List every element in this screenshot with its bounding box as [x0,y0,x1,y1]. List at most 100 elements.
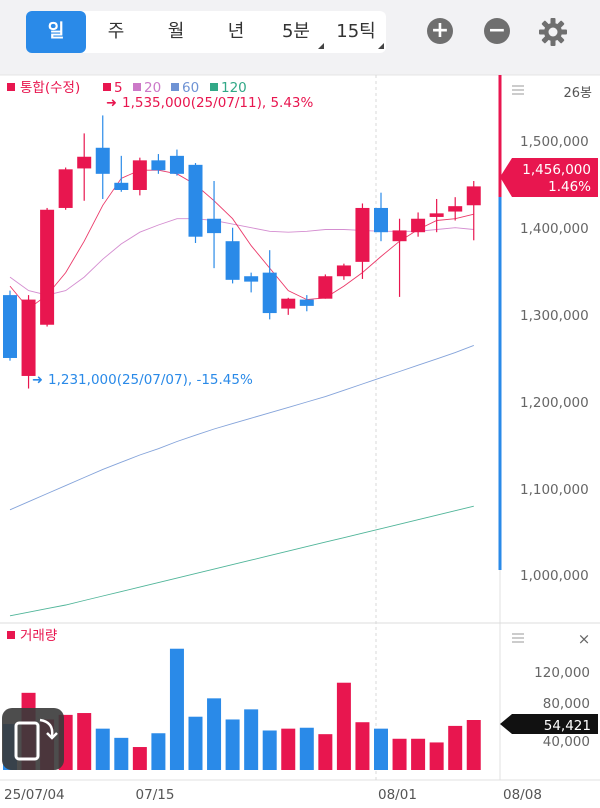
dropdown-caret-icon [318,43,324,49]
candle-body[interactable] [411,218,426,233]
candle-body[interactable] [77,156,92,169]
tab-15tick[interactable]: 15틱 [326,11,386,53]
candle-body[interactable] [58,169,73,208]
high-arrow-icon: ➜ [106,96,117,111]
rotate-screen-button[interactable] [2,708,64,770]
volume-bar[interactable] [77,713,92,770]
volume-bar[interactable] [281,728,296,770]
date-label-0808: 08/08 [503,787,542,803]
candle-body[interactable] [114,182,129,190]
price-tick-1100000: 1,100,000 [520,482,589,498]
candle-body[interactable] [3,295,17,358]
candle-body[interactable] [374,207,388,233]
date-label-0715: 07/15 [136,787,175,803]
candle-body[interactable] [281,298,296,309]
legend-main-swatch [7,83,15,91]
volume-tick-120000: 120,000 [534,665,590,681]
volume-bar[interactable] [95,728,110,770]
low-arrow-icon: ➜ [32,373,43,388]
current-volume-marker [500,714,598,734]
legend-ma60-swatch [171,83,179,91]
volume-bar[interactable] [429,742,444,770]
legend-ma5-label: 5 [114,80,123,96]
candle-body[interactable] [188,164,203,237]
candle-body[interactable] [244,276,259,282]
legend-ma60-label: 60 [182,80,199,96]
volume-bar[interactable] [336,682,351,770]
candle-body[interactable] [355,207,370,262]
period-toolbar: 일 주 월 년 5분 15틱 + − [0,0,600,75]
high-annotation: 1,535,000(25/07/11), 5.43% [122,95,314,111]
candle-body[interactable] [336,265,351,277]
volume-bar[interactable] [466,720,481,770]
candle-body[interactable] [299,299,314,306]
period-tab-group: 일 주 월 년 5분 15틱 [26,11,386,53]
volume-bar[interactable] [114,737,129,770]
price-tick-1300000: 1,300,000 [520,308,589,324]
candle-body[interactable] [429,213,444,217]
current-price-value: 1,456,000 [522,162,591,178]
tab-15tick-label: 15틱 [336,21,376,42]
candle-body[interactable] [225,241,240,280]
legend-ma5-swatch [103,83,111,91]
rotate-arrow-icon [39,718,54,737]
legend-ma20-label: 20 [144,80,161,96]
ma120-line [9,505,474,617]
candle-body[interactable] [207,218,222,234]
rotate-button-bg [2,708,64,770]
candle-body[interactable] [466,186,481,206]
candle-body[interactable] [262,272,277,314]
legend-ma120-label: 120 [221,80,247,96]
volume-bar[interactable] [262,730,277,770]
volume-bar[interactable] [299,727,314,770]
tab-year[interactable]: 년 [227,21,245,42]
price-tick-1000000: 1,000,000 [520,568,589,584]
volume-bar[interactable] [392,738,407,770]
legend-ma120-swatch [210,83,218,91]
zoom-in-icon[interactable]: + [427,18,453,44]
date-label-0801: 08/01 [378,787,417,803]
volume-menu-icon[interactable] [512,633,524,643]
candle-layer [3,115,481,389]
current-price-change: 1.46% [548,179,591,195]
volume-tick-80000: 80,000 [543,696,590,712]
volume-bar[interactable] [244,709,259,770]
candle-body[interactable] [40,209,55,325]
volume-bar[interactable] [225,719,240,770]
volume-bar[interactable] [374,728,388,770]
volume-bar[interactable] [151,733,166,770]
current-price-marker [500,158,598,197]
zoom-out-icon[interactable]: − [484,18,510,44]
tab-month[interactable]: 월 [167,21,185,42]
volume-bar[interactable] [355,722,370,770]
candle-body[interactable] [169,155,184,174]
candle-body[interactable] [95,147,110,174]
candle-body[interactable] [392,230,407,242]
volume-bar[interactable] [207,698,222,770]
candle-body[interactable] [21,299,36,376]
low-annotation: 1,231,000(25/07/07), -15.45% [48,372,253,388]
tab-5min[interactable]: 5분 [266,11,326,53]
candle-body[interactable] [132,160,147,190]
volume-bar[interactable] [318,734,333,770]
current-volume-value: 54,421 [544,718,591,734]
volume-tick-40000: 40,000 [543,734,590,750]
volume-bar[interactable] [448,725,463,770]
candle-body[interactable] [151,160,166,171]
volume-bar[interactable] [411,738,426,770]
price-tick-1400000: 1,400,000 [520,221,589,237]
volume-title-swatch [7,631,15,639]
legend-ma20-swatch [133,83,141,91]
close-icon[interactable]: × [578,630,591,648]
candle-body[interactable] [448,206,463,212]
tab-week[interactable]: 주 [107,21,125,42]
gear-icon[interactable] [537,16,569,48]
volume-bar[interactable] [169,648,184,770]
volume-layer [3,648,481,770]
menu-icon[interactable] [512,85,524,95]
volume-bar[interactable] [132,747,147,770]
candle-body[interactable] [318,276,333,299]
volume-bar[interactable] [188,716,203,770]
tab-day[interactable]: 일 [26,11,86,53]
